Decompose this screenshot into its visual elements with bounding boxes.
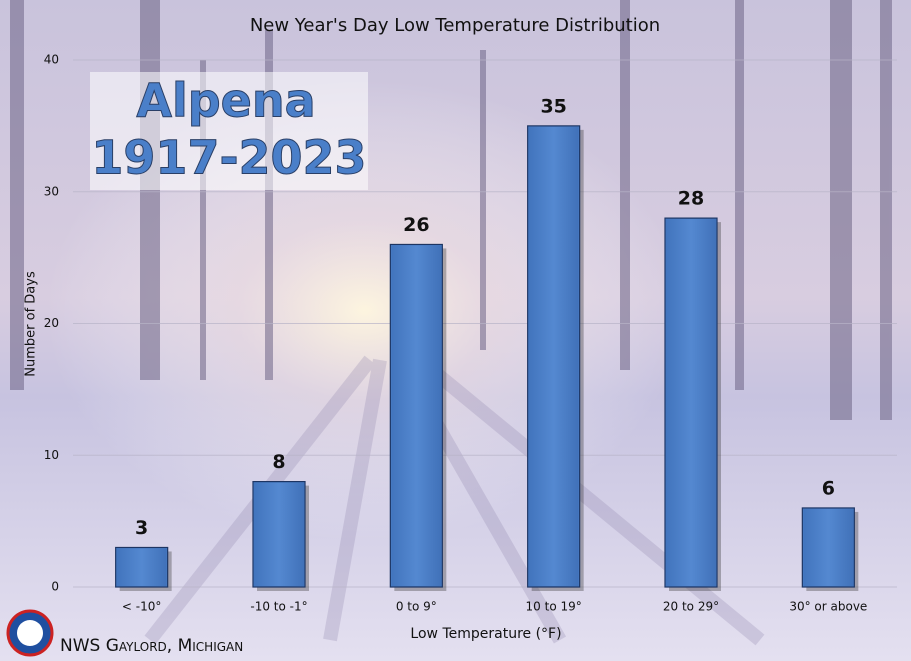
- y-tick-label: 40: [44, 53, 59, 67]
- annotation: 1917-2023: [91, 131, 366, 185]
- data-label: 35: [540, 95, 566, 117]
- y-axis-label: Number of Days: [24, 271, 39, 377]
- chart-title: New Year's Day Low Temperature Distribut…: [250, 15, 660, 36]
- bar-shine: [528, 126, 579, 586]
- annotation: Alpena: [136, 74, 315, 128]
- x-tick-label: 20 to 29°: [663, 600, 719, 614]
- x-axis-label: Low Temperature (°F): [410, 626, 561, 642]
- y-tick-label: 0: [51, 580, 59, 594]
- x-tick-label: 10 to 19°: [526, 600, 582, 614]
- y-tick-label: 10: [44, 448, 59, 462]
- y-tick-label: 30: [44, 184, 59, 198]
- bar-shine: [391, 245, 442, 586]
- x-tick-label: < -10°: [122, 600, 161, 614]
- x-tick-label: 0 to 9°: [396, 600, 437, 614]
- bar-shine: [803, 508, 854, 586]
- annotation-box: [90, 72, 368, 190]
- footer: NWS Gaylord, Michigan: [60, 636, 243, 656]
- data-label: 26: [403, 214, 429, 236]
- data-label: 28: [678, 188, 704, 210]
- logo-inner: [17, 620, 43, 646]
- x-tick-label: 30° or above: [789, 600, 867, 614]
- bar-shine: [254, 482, 304, 586]
- y-tick-label: 20: [44, 316, 59, 330]
- bar-shine: [116, 548, 167, 586]
- bar-shine: [666, 219, 716, 586]
- x-tick-label: -10 to -1°: [250, 600, 307, 614]
- data-label: 3: [135, 517, 148, 539]
- data-label: 6: [822, 477, 835, 499]
- data-label: 8: [272, 451, 285, 473]
